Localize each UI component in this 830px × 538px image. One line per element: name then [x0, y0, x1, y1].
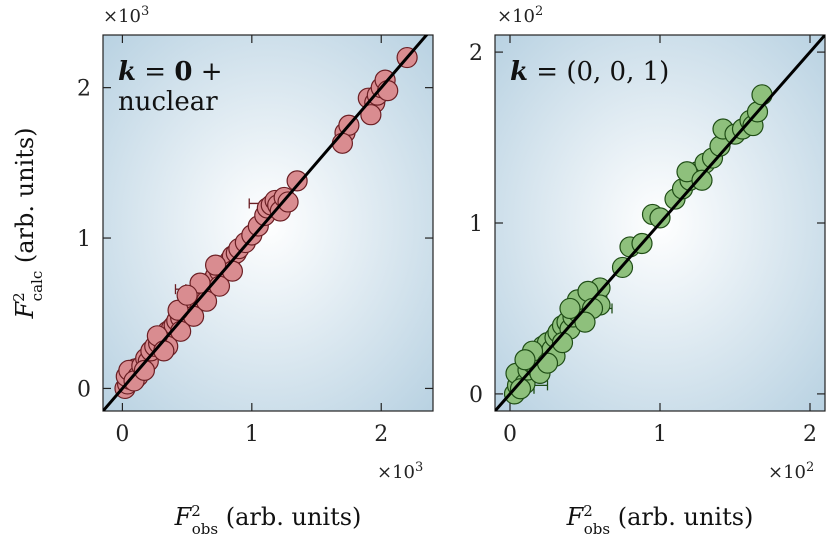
y-tick-label: 1 [469, 212, 483, 237]
data-point [360, 104, 382, 126]
fit-line [495, 35, 825, 411]
data-point [277, 191, 299, 213]
x-axis-title-right: F2 obs (arb. units) [566, 502, 754, 538]
y-tick-label: 1 [77, 227, 91, 252]
data-point [649, 207, 671, 229]
x-multiplier: ×103 [377, 460, 423, 484]
data-point [189, 272, 211, 294]
fit-line [103, 35, 429, 411]
y-axis-title: F2calc (arb. units) [10, 127, 46, 319]
panel-label-line2: nuclear [118, 87, 218, 117]
data-points [495, 35, 825, 411]
axis-ticks: 0 1 2 0 1 2 [469, 35, 825, 447]
y-multiplier: ×102 [497, 4, 543, 28]
panel-label: k = 0 + [118, 57, 223, 87]
data-point [286, 170, 308, 192]
data-points [103, 35, 429, 411]
data-point [691, 169, 713, 191]
data-point [133, 359, 156, 381]
data-point [536, 352, 559, 374]
x-multiplier: ×102 [768, 460, 814, 484]
x-tick-label: 0 [503, 422, 517, 447]
x-tick-label: 1 [653, 422, 667, 447]
data-point [377, 80, 399, 102]
y-multiplier: ×103 [103, 4, 149, 28]
data-point [751, 84, 773, 106]
y-tick-label: 2 [77, 77, 91, 102]
x-tick-label: 1 [245, 422, 259, 447]
data-point [514, 349, 536, 371]
data-point [153, 340, 175, 362]
y-tick-label: 0 [469, 383, 483, 408]
data-point [176, 284, 198, 306]
data-point [509, 378, 532, 400]
panel-label: k = (0, 0, 1) [510, 57, 669, 87]
x-tick-label: 0 [115, 422, 129, 447]
x-tick-label: 2 [374, 422, 388, 447]
data-point [331, 132, 354, 154]
x-axis-title-left: F2 obs (arb. units) [174, 502, 362, 538]
x-tick-label: 2 [803, 422, 817, 447]
data-point [204, 254, 227, 276]
y-tick-label: 2 [469, 41, 483, 66]
y-tick-label: 0 [77, 377, 91, 402]
data-point [574, 311, 596, 333]
axis-ticks: 0 1 2 0 1 2 [77, 35, 433, 447]
nuclear-panel: 0 1 2 0 1 2 ×103 ×103 k = 0 + nuclear [77, 4, 434, 484]
data-point [559, 297, 581, 320]
magnetic-panel: 0 1 2 0 1 2 ×102 ×102 k = (0, 0, 1) [469, 4, 826, 484]
